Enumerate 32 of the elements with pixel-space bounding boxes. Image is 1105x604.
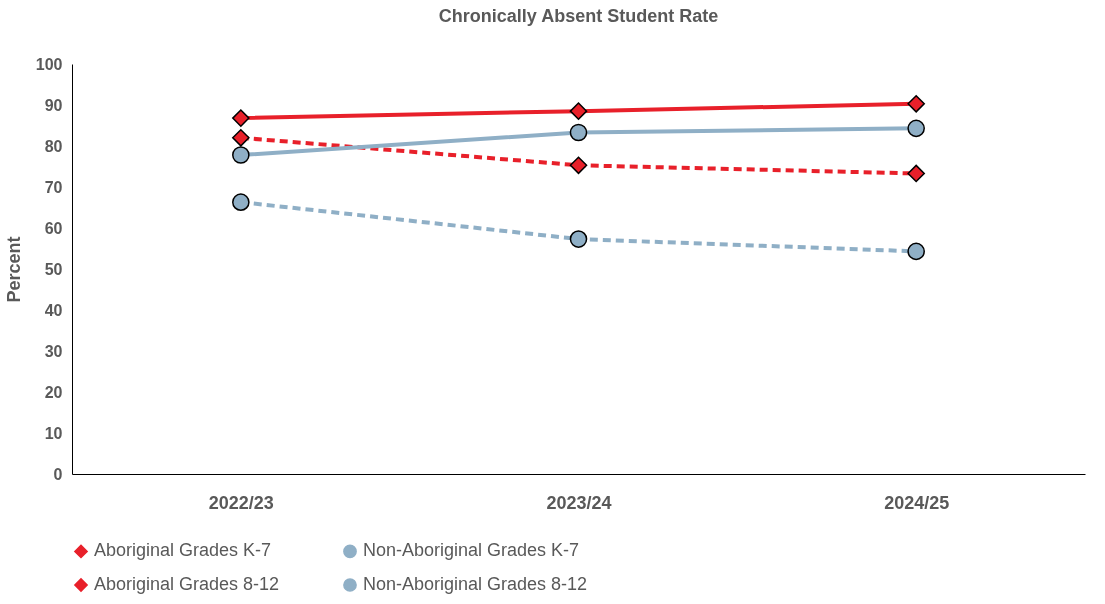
point: [232, 146, 250, 164]
legend-label: Aboriginal Grades 8-12: [94, 574, 280, 594]
x-tick-label: 2024/25: [884, 492, 950, 513]
y-tick-label: 80: [44, 137, 63, 155]
x-tick-label: 2023/24: [546, 492, 612, 513]
y-tick-label: 100: [35, 55, 63, 73]
legend-label: Aboriginal Grades K-7: [94, 540, 272, 561]
point: [569, 123, 588, 142]
y-axis-title: Percent: [3, 236, 24, 303]
point: [907, 94, 925, 113]
legend-label: Non-Aboriginal Grades K-7: [363, 540, 580, 561]
point: [569, 230, 588, 248]
legend-label: Non-Aboriginal Grades 8-12: [363, 574, 588, 594]
y-tick-label: 10: [44, 424, 63, 442]
point: [907, 119, 925, 138]
chart-title: Chronically Absent Student Rate: [438, 6, 719, 26]
y-tick-label: 70: [44, 178, 63, 196]
y-tick-label: 60: [44, 219, 63, 237]
point: [907, 242, 925, 261]
y-tick-label: 0: [53, 465, 63, 483]
point: [232, 128, 250, 147]
y-tick-label: 50: [44, 260, 63, 278]
point: [907, 164, 925, 183]
point: [232, 193, 250, 211]
y-tick-label: 20: [44, 383, 63, 401]
y-tick-label: 40: [44, 301, 63, 319]
x-tick-label: 2022/23: [208, 492, 274, 513]
point: [569, 102, 588, 120]
point: [232, 109, 250, 127]
point: [569, 156, 588, 175]
y-tick-label: 30: [44, 342, 63, 360]
y-tick-label: 90: [44, 96, 63, 114]
